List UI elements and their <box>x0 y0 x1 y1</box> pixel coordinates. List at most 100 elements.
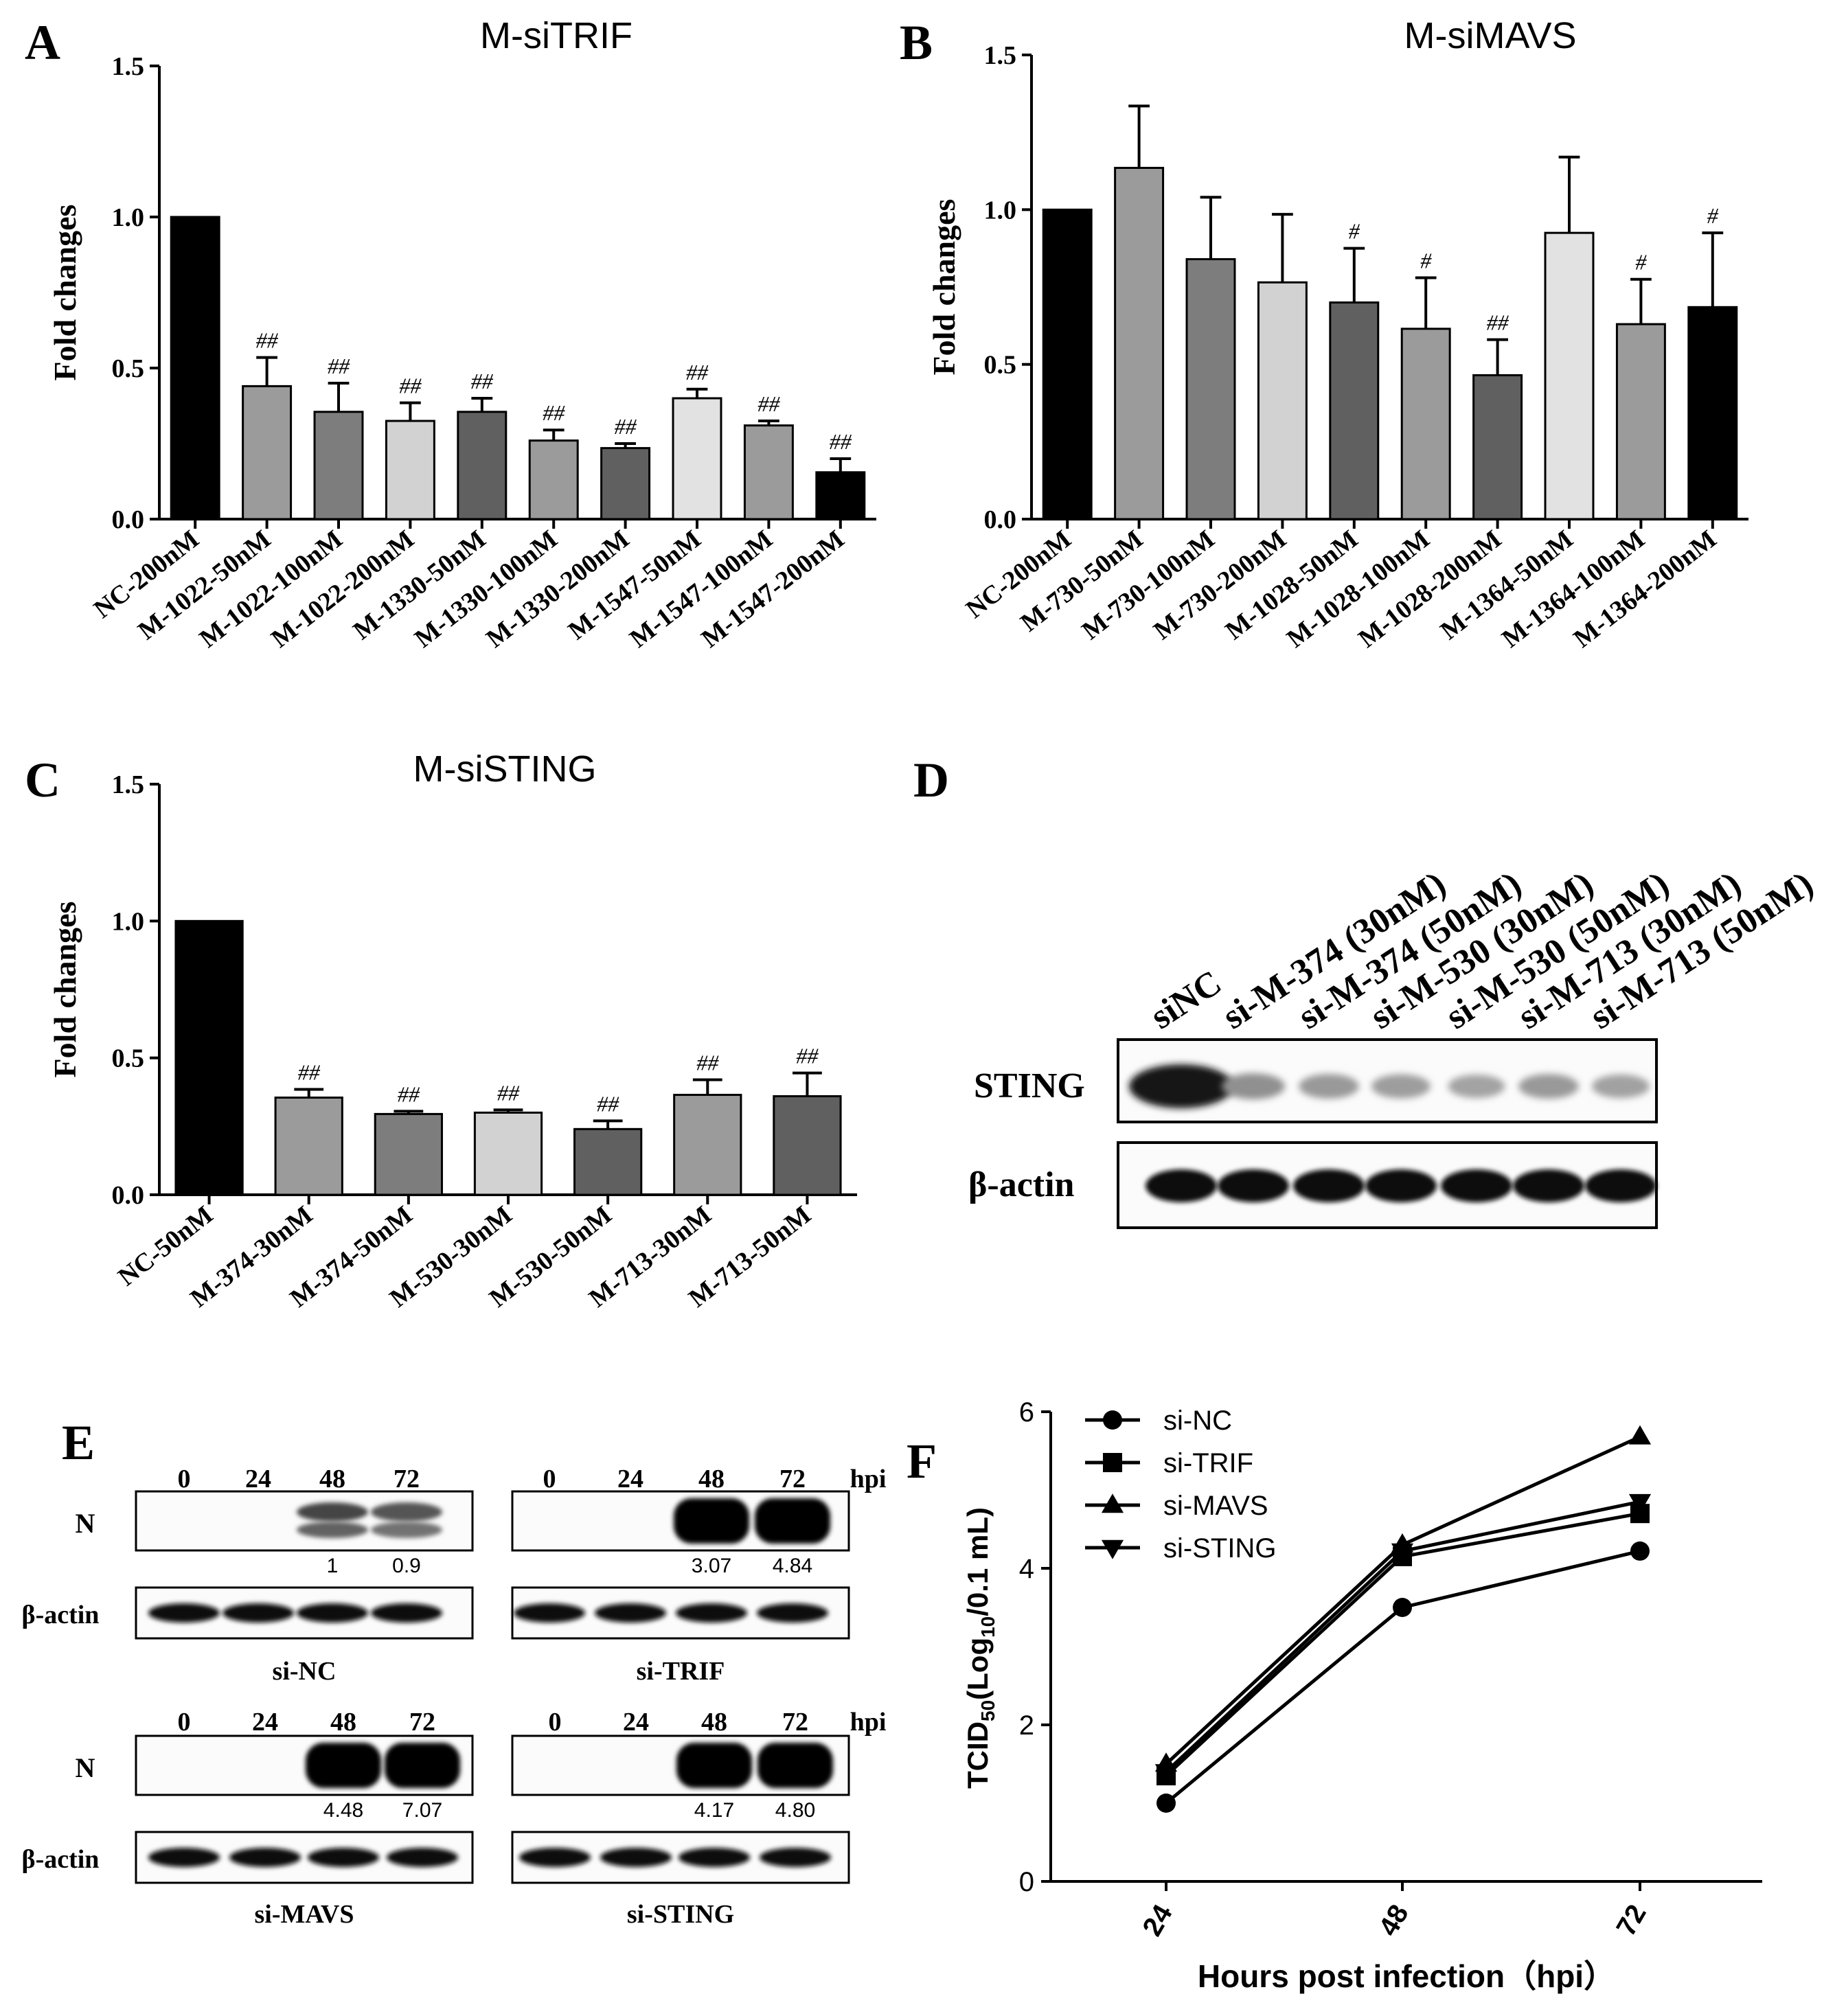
legend-label: si-MAVS <box>1163 1491 1268 1521</box>
time-label: 72 <box>409 1708 435 1737</box>
chart-title: M-siMAVS <box>1404 15 1577 56</box>
bar <box>773 1095 842 1196</box>
sting-band <box>1518 1074 1579 1099</box>
bar <box>457 411 508 520</box>
time-label: 72 <box>782 1708 808 1737</box>
bar <box>274 1096 343 1196</box>
y-axis-label-subscript: 10 <box>977 1616 999 1638</box>
lane-label: siNC <box>1143 963 1228 1037</box>
data-point <box>1391 1543 1414 1563</box>
significance-label: ## <box>757 391 780 416</box>
y-tick-label: 0.5 <box>112 1044 145 1073</box>
y-axis-label: Fold changes <box>47 902 82 1078</box>
bar <box>573 1127 643 1196</box>
bar <box>600 447 651 520</box>
quant-label: 4.48 <box>323 1799 363 1822</box>
significance-label: ## <box>256 328 279 353</box>
actin-band <box>223 1603 294 1623</box>
actin-band <box>229 1848 301 1867</box>
significance-label: ## <box>298 1060 321 1085</box>
n-band-upper <box>297 1502 368 1522</box>
time-label: 24 <box>245 1465 271 1493</box>
x-tick-label: 24 <box>1137 1899 1178 1941</box>
chart-title: M-siTRIF <box>480 15 633 56</box>
y-tick-label: 0.5 <box>112 354 145 383</box>
actin-band <box>1365 1169 1437 1202</box>
bar <box>385 420 435 520</box>
bar <box>1329 301 1380 520</box>
bar <box>313 411 364 520</box>
y-axis-label-part: (Log <box>961 1638 994 1700</box>
actin-band <box>676 1603 747 1623</box>
sting-band <box>1299 1074 1359 1099</box>
bar <box>1615 323 1666 520</box>
bar <box>174 919 244 1196</box>
time-label: 0 <box>549 1708 562 1737</box>
y-tick-label: 2 <box>1019 1710 1034 1741</box>
actin-band <box>1585 1169 1656 1202</box>
row-label-n: N <box>76 1508 95 1539</box>
actin-band <box>1513 1169 1584 1202</box>
significance-label: ## <box>615 414 637 439</box>
sting-band <box>1448 1075 1505 1098</box>
time-label: 0 <box>178 1465 191 1493</box>
y-tick-label: 1.0 <box>112 203 145 232</box>
legend-marker <box>1103 1453 1122 1472</box>
quant-label: 0.9 <box>392 1555 421 1577</box>
y-tick-label: 0 <box>1019 1867 1034 1897</box>
x-tick-label: 48 <box>1373 1900 1414 1942</box>
significance-label: ## <box>399 374 422 398</box>
panel-label-e: E <box>62 1415 95 1470</box>
time-label: 0 <box>543 1465 556 1493</box>
actin-band <box>148 1848 220 1867</box>
bar <box>1257 281 1308 520</box>
y-tick-label: 1.5 <box>984 41 1017 70</box>
significance-label: ## <box>686 360 709 385</box>
significance-label: ## <box>796 1044 819 1068</box>
bar <box>473 1111 543 1196</box>
quant-label: 3.07 <box>692 1555 731 1577</box>
row-label-beta-actin: β-actin <box>968 1165 1075 1204</box>
bar <box>815 471 866 520</box>
sting-band <box>1221 1073 1286 1099</box>
panel-label-b: B <box>900 15 933 70</box>
blot-group-label: si-TRIF <box>637 1657 725 1686</box>
bar <box>242 385 293 520</box>
data-point <box>1156 1794 1176 1813</box>
n-band-lower <box>297 1522 368 1538</box>
x-axis-label: Hours post infection（hpi） <box>1198 1958 1615 1994</box>
blot-bands <box>1129 1064 1656 1202</box>
hpi-label: hpi <box>850 1465 887 1493</box>
time-label: 72 <box>779 1465 806 1493</box>
blot-n <box>135 1490 474 1552</box>
bar <box>673 1093 742 1196</box>
y-axis-label-subscript: 50 <box>977 1700 999 1721</box>
sting-band <box>1371 1074 1431 1099</box>
legend-label: si-NC <box>1163 1406 1232 1436</box>
actin-band <box>297 1603 368 1623</box>
significance-label: # <box>1420 248 1432 273</box>
data-point <box>1628 1493 1652 1513</box>
y-axis-label-part: TCID <box>961 1721 994 1789</box>
quant-label: 1 <box>327 1555 339 1577</box>
y-axis-label-part: /0.1 mL) <box>961 1507 994 1616</box>
panel-label-a: A <box>25 15 60 70</box>
actin-band <box>600 1848 672 1867</box>
data-point <box>1154 1764 1178 1784</box>
row-label-beta-actin: β-actin <box>22 1845 100 1874</box>
bar <box>1544 231 1595 520</box>
y-tick-label: 0.0 <box>112 505 145 534</box>
quant-label: 4.80 <box>775 1799 815 1822</box>
panel-label-c: C <box>25 753 60 807</box>
n-band <box>755 1498 830 1544</box>
significance-label: ## <box>1487 310 1509 335</box>
data-point <box>1630 1541 1650 1561</box>
actin-band <box>1293 1169 1365 1202</box>
time-label: 48 <box>330 1708 356 1737</box>
